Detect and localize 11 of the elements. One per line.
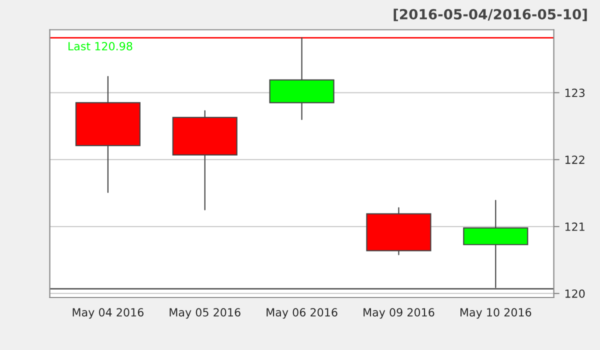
chart-title: [2016-05-04/2016-05-10] [394, 8, 587, 22]
y-tick-label: 120 [565, 289, 585, 298]
y-tick-label: 122 [565, 156, 584, 164]
annotation: Last 120.98 [68, 42, 132, 50]
x-tick-label: May 05 2016 [170, 308, 240, 319]
y-tick-label: 121 [565, 222, 584, 231]
y-tick-label: 123 [565, 88, 585, 98]
x-tick-label: May 10 2016 [460, 308, 532, 319]
x-tick-label: May 06 2016 [266, 308, 338, 319]
x-tick-label: May 09 2016 [364, 308, 434, 319]
x-tick-label: May 04 2016 [72, 308, 144, 319]
